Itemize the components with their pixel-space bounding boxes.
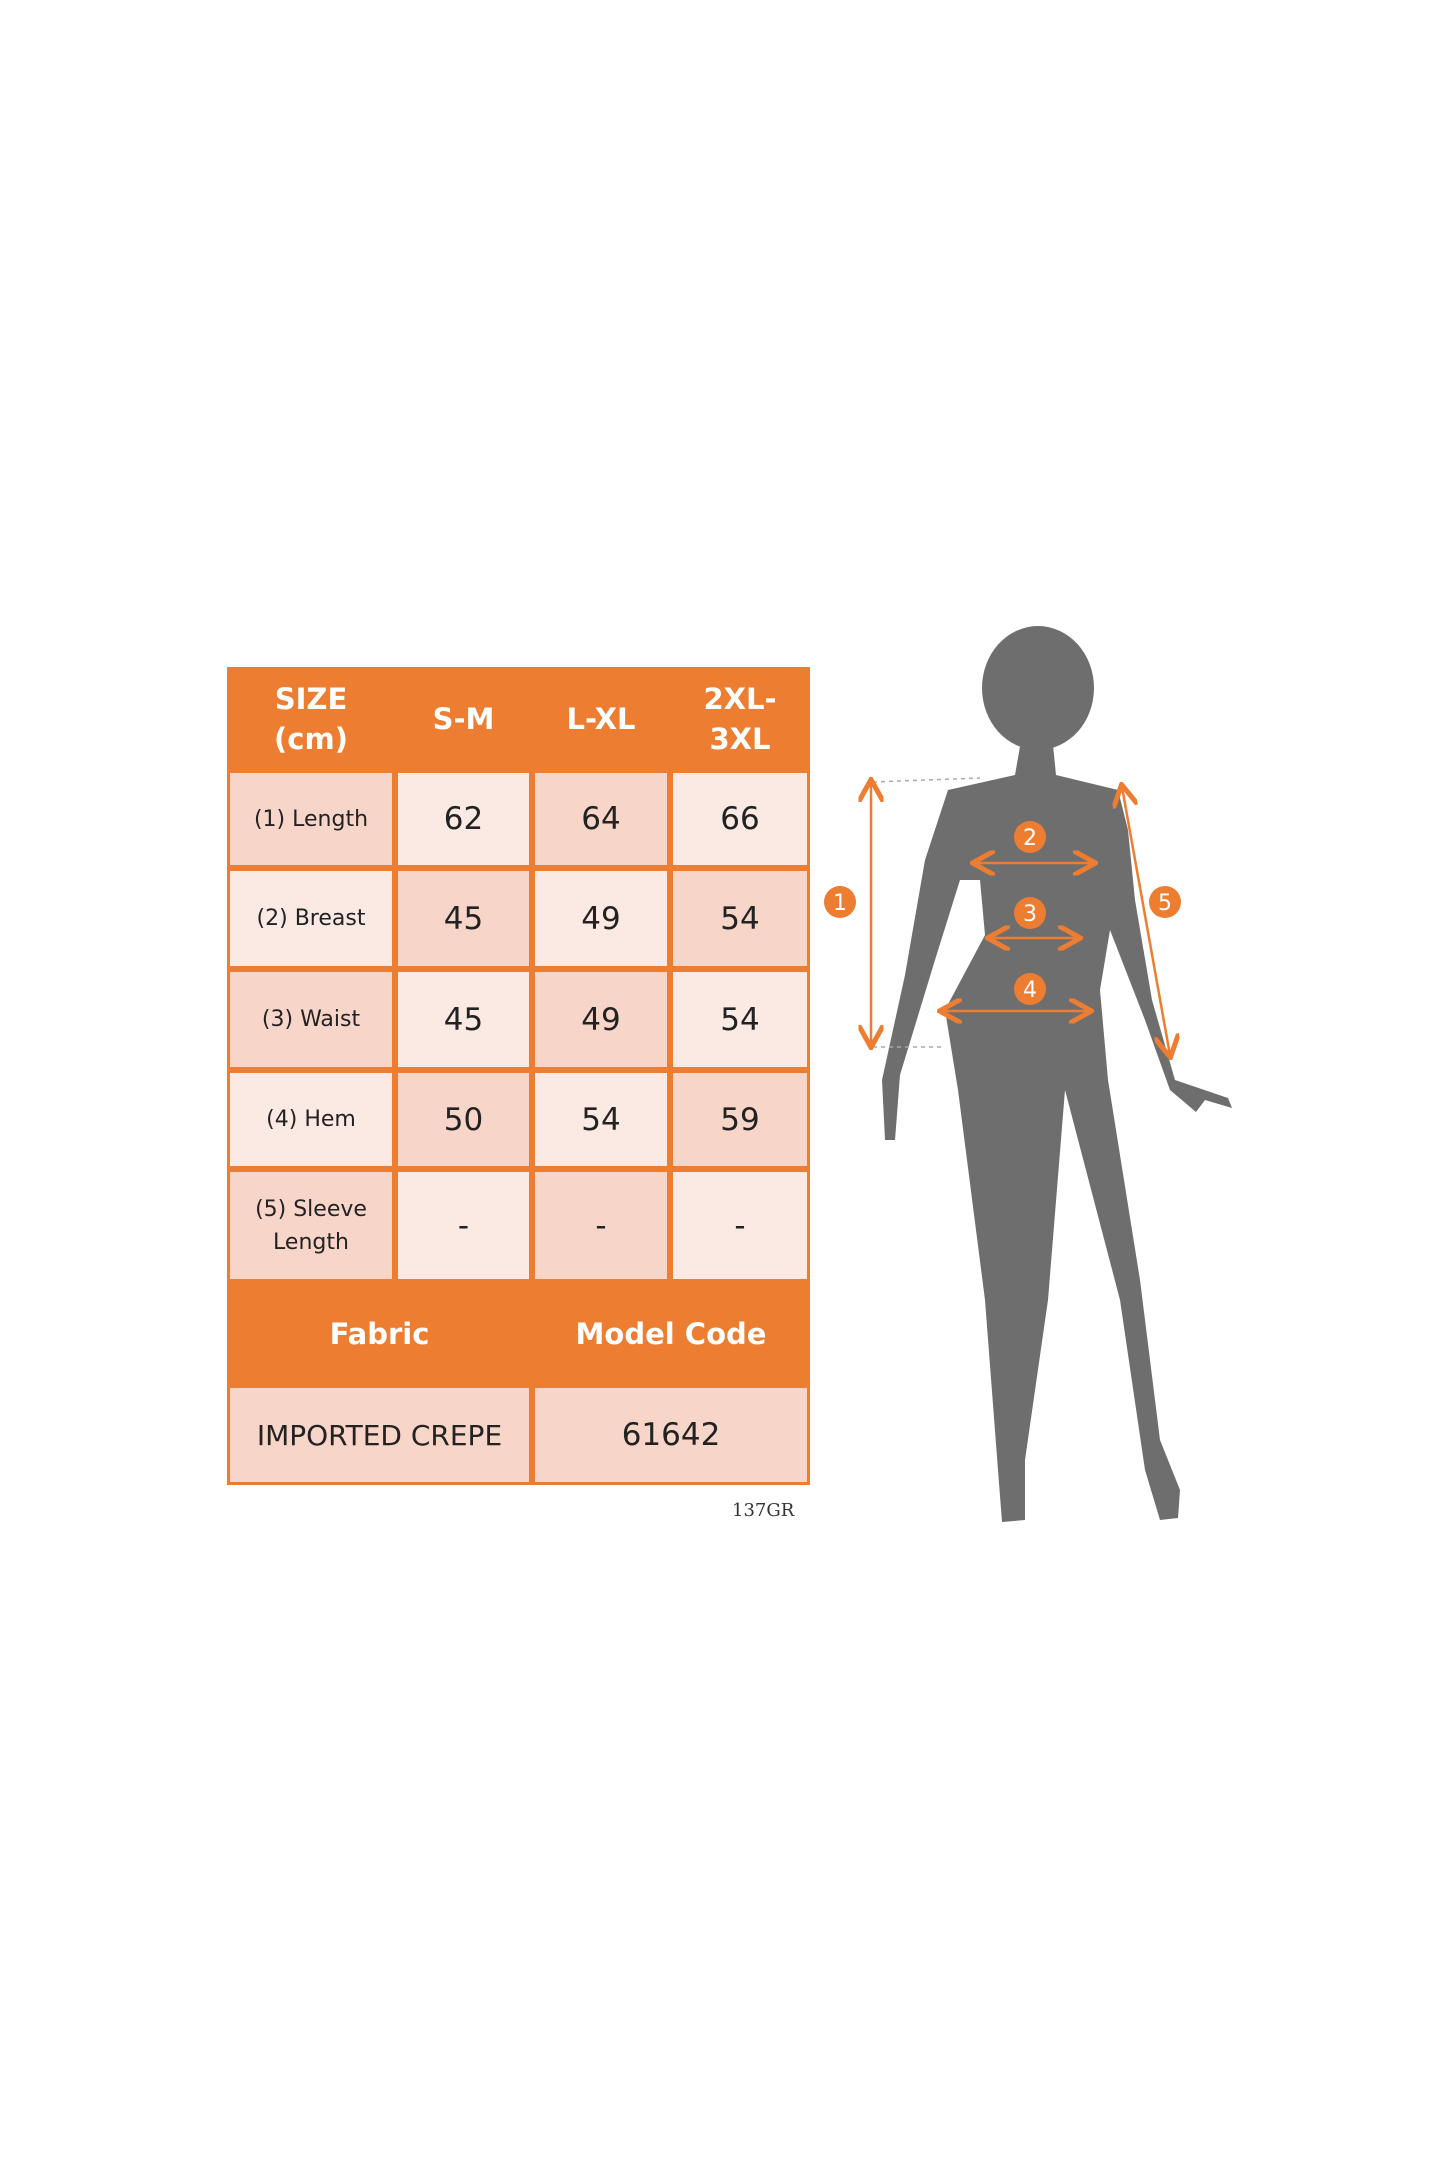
size-value-text: 49 [581,1001,621,1038]
fabric-value: IMPORTED CREPE [230,1388,529,1482]
model-code-header-text: Model Code [575,1316,767,1351]
size-value-text: 59 [720,1101,760,1138]
column-header-text: L-XL [566,701,636,736]
size-value-text: 45 [443,900,484,937]
marker-circle [824,886,856,918]
marker-circle [1149,886,1181,918]
size-value: - [398,1172,529,1279]
code-label: 137GR [732,1500,795,1521]
size-value: 54 [673,871,807,966]
marker-number: 3 [1023,902,1037,927]
sleeve-arrow [1122,787,1170,1055]
row-label-text: (4) Hem [266,1107,356,1132]
woman-silhouette [882,626,1232,1522]
size-value-text: 66 [720,801,760,837]
size-value: 45 [398,972,529,1067]
size-value-text: 54 [720,1001,760,1038]
fabric-header-text: Fabric [329,1316,430,1351]
size-value-text: 64 [581,801,621,837]
marker-number: 2 [1023,826,1037,851]
size-value-text: 62 [443,801,484,837]
size-value: 49 [535,871,667,966]
size-value: 50 [398,1073,529,1166]
row-label-text: (1) Length [253,806,369,832]
column-header-text: 2XL- 3XL [703,681,777,756]
size-value-text: - [595,1207,607,1244]
row-label: (5) Sleeve Length [230,1172,392,1279]
row-label: (2) Breast [230,871,392,966]
marker-circle [1014,973,1046,1005]
fabric-header: Fabric [230,1285,529,1382]
size-value: 49 [535,972,667,1067]
size-value: 54 [535,1073,667,1166]
size-value: 54 [673,972,807,1067]
marker-circle [1014,897,1046,929]
size-value-text: 54 [581,1101,621,1138]
size-value-text: 45 [443,1001,484,1038]
size-value: - [535,1172,667,1279]
marker-number: 1 [833,891,847,916]
model-code-value: 61642 [535,1388,807,1482]
fabric-value-text: IMPORTED CREPE [256,1418,503,1452]
size-chart-table: SIZE (cm) S-M L-XL 2XL- 3XL (1) Length 62 64 66… [227,667,810,1485]
column-header: L-XL [535,670,667,767]
size-value-text: - [457,1207,470,1244]
size-value: 59 [673,1073,807,1166]
size-value: - [673,1172,807,1279]
row-label: (3) Waist [230,972,392,1067]
model-code-header: Model Code [535,1285,807,1382]
column-header-text: SIZE (cm) [274,681,348,756]
row-label-text: (5) Sleeve Length [255,1196,367,1255]
marker-circle [1014,821,1046,853]
model-code-value-text: 61642 [621,1417,721,1453]
row-label: (1) Length [230,773,392,865]
measure-lines [871,778,1170,1055]
marker-number: 4 [1023,978,1037,1003]
marker-number: 5 [1158,891,1172,916]
row-label: (4) Hem [230,1073,392,1166]
column-header: 2XL- 3XL [673,670,807,767]
row-label-text: (2) Breast [256,906,366,931]
column-header: S-M [398,670,529,767]
size-value-text: 49 [581,900,621,937]
column-header-text: S-M [432,701,495,736]
column-header: SIZE (cm) [230,670,392,767]
size-value: 64 [535,773,667,865]
size-value: 62 [398,773,529,865]
size-value-text: 50 [443,1101,484,1138]
size-value: 66 [673,773,807,865]
row-label-text: (3) Waist [261,1007,361,1032]
size-value-text: - [734,1207,746,1244]
size-value-text: 54 [720,900,760,937]
size-value: 45 [398,871,529,966]
